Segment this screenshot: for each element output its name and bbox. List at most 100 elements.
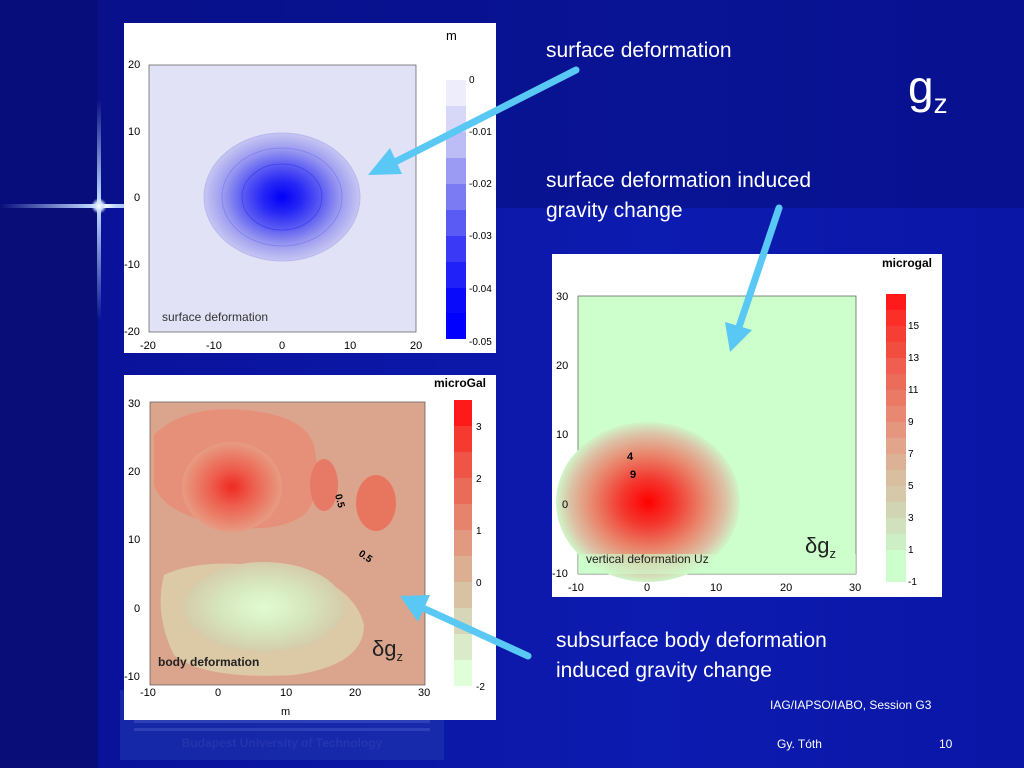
delta-gz-symbol: δgz [372, 636, 403, 664]
x-tick: 10 [344, 340, 356, 352]
y-tick: -10 [124, 671, 140, 683]
logo-pattern [134, 720, 430, 731]
x-tick: 20 [780, 582, 792, 594]
x-axis-ticks: -10 0 10 20 30 [568, 582, 861, 594]
contour-label: 4 [627, 451, 634, 463]
colorbar-tick: 13 [908, 353, 920, 364]
colorbar-tick: -0.01 [469, 127, 492, 138]
colorbar-tick: 0 [469, 75, 475, 86]
deformation-blob [556, 422, 740, 582]
footer-event: IAG/IAPSO/IABO, Session G3 [770, 698, 932, 712]
star-flare-horizontal [0, 204, 230, 208]
colorbar-tick: -0.05 [469, 337, 492, 348]
x-tick: -20 [140, 340, 156, 352]
x-tick: -10 [568, 582, 584, 594]
callout-subsurface-line2: induced gravity change [556, 659, 772, 682]
colorbar [886, 294, 906, 582]
body-deformation-chart: 0.5 0.5 body deformation δgz microGal 30… [124, 376, 486, 718]
y-tick: -10 [552, 568, 568, 580]
x-tick: 10 [710, 582, 722, 594]
unit-label: m [446, 28, 457, 43]
y-tick: 20 [128, 59, 140, 71]
deformation-blob [204, 133, 360, 261]
unit-label: microgal [882, 256, 932, 270]
x-tick: -10 [206, 340, 222, 352]
y-axis-ticks: 30 20 10 0 -10 [552, 291, 568, 580]
colorbar-tick: 5 [908, 481, 914, 492]
x-axis-ticks: -10 0 10 20 30 [140, 687, 430, 699]
callout-subsurface: subsurface body deformation induced grav… [556, 626, 827, 686]
contour-mid [221, 147, 343, 247]
colorbar-tick: -0.04 [469, 284, 492, 295]
callout-surface: surface deformation [546, 39, 732, 62]
y-axis-ticks: 30 20 10 0 -10 [124, 398, 140, 683]
small-anomaly-1 [310, 459, 338, 511]
y-axis-ticks: 20 10 0 -10 -20 [124, 59, 140, 338]
star-flare-center [91, 198, 107, 214]
x-tick: 0 [644, 582, 650, 594]
y-tick: 10 [556, 429, 568, 441]
vertical-deformation-chart: 4 9 vertical deformation Uz δgz microgal… [552, 256, 932, 594]
body-deformation-panel: 0.5 0.5 body deformation δgz microGal 30… [124, 375, 496, 720]
colorbar [446, 80, 466, 339]
plot-name-label: surface deformation [162, 310, 268, 324]
colorbar-tick: -0.02 [469, 179, 492, 190]
y-tick: -10 [124, 259, 140, 271]
y-tick: 0 [134, 603, 140, 615]
delta-gz-symbol: δgz [805, 533, 836, 561]
x-axis-label: m [281, 706, 290, 718]
surface-deformation-chart: surface deformation m 20 10 0 -10 -20 -2… [124, 28, 492, 352]
colorbar-tick: 3 [908, 513, 914, 524]
page-number: 10 [939, 737, 953, 751]
x-tick: 30 [418, 687, 430, 699]
y-tick: 30 [556, 291, 568, 303]
contour-outer [203, 132, 361, 262]
colorbar-tick: 2 [476, 474, 482, 485]
x-axis-ticks: -20 -10 0 10 20 [140, 340, 422, 352]
contour-inner [241, 163, 323, 231]
colorbar-tick: -2 [476, 682, 485, 693]
small-anomaly-2 [356, 475, 396, 531]
callout-induced-line1: surface deformation induced [546, 169, 811, 192]
y-tick: -20 [124, 326, 140, 338]
negative-anomaly [184, 562, 344, 652]
x-tick: 30 [849, 582, 861, 594]
y-tick: 0 [562, 499, 568, 511]
y-tick: 20 [128, 466, 140, 478]
unit-label: microGal [434, 376, 486, 390]
colorbar-tick: 7 [908, 449, 914, 460]
callout-subsurface-line1: subsurface body deformation [556, 629, 827, 652]
x-tick: -10 [140, 687, 156, 699]
x-tick: 0 [215, 687, 221, 699]
colorbar-tick: 3 [476, 422, 482, 433]
x-tick: 20 [410, 340, 422, 352]
colorbar-ticks: 15 13 11 9 7 5 3 1 -1 [908, 321, 920, 588]
colorbar [454, 400, 472, 686]
callout-induced: surface deformation induced gravity chan… [546, 166, 811, 226]
y-tick: 20 [556, 360, 568, 372]
y-tick: 10 [128, 126, 140, 138]
positive-anomaly [182, 442, 282, 532]
contour-label: 0.5 [332, 493, 346, 510]
y-tick: 10 [128, 534, 140, 546]
x-tick: 0 [279, 340, 285, 352]
contour-label: 9 [630, 469, 636, 481]
colorbar-tick: 0 [476, 578, 482, 589]
plot-name-label: vertical deformation Uz [586, 552, 709, 566]
logo-text: Budapest University of Technology [181, 736, 383, 750]
y-tick: 0 [134, 192, 140, 204]
x-tick: 10 [280, 687, 292, 699]
vertical-deformation-panel: 4 9 vertical deformation Uz δgz microgal… [552, 254, 942, 597]
y-tick: 30 [128, 398, 140, 410]
colorbar-tick: 15 [908, 321, 920, 332]
lower-strip [578, 554, 856, 574]
colorbar-tick: -0.03 [469, 231, 492, 242]
colorbar-tick: -1 [908, 577, 917, 588]
colorbar-tick: 1 [908, 545, 914, 556]
colorbar-tick: 11 [908, 385, 919, 396]
colorbar-tick: 9 [908, 417, 914, 428]
colorbar-ticks: 3 2 1 0 -2 [476, 422, 485, 693]
slide-title: gz [908, 61, 948, 120]
surface-deformation-panel: surface deformation m 20 10 0 -10 -20 -2… [124, 23, 496, 353]
colorbar-tick: 1 [476, 526, 482, 537]
